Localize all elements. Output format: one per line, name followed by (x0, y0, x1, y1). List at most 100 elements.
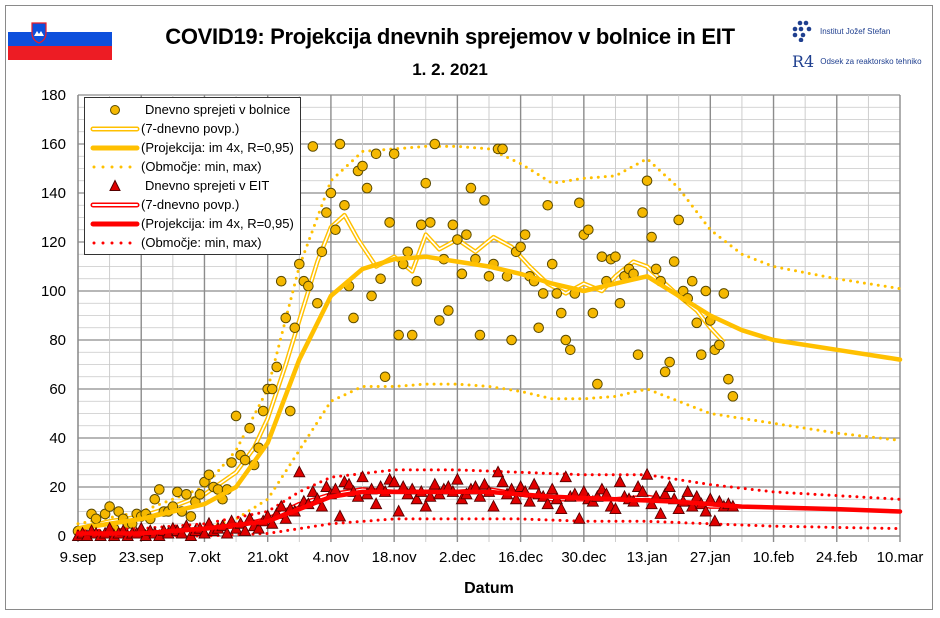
legend-symbol-thick-hospital (85, 141, 141, 155)
hospital-point (555, 307, 567, 319)
hospital-point (465, 182, 477, 194)
hospital-point (388, 148, 400, 160)
eit-point (320, 480, 333, 492)
hospital-point (334, 138, 346, 150)
hospital-point (695, 349, 707, 361)
y-tick-label: 100 (41, 283, 66, 300)
hospital-point (659, 366, 671, 378)
hospital-point (348, 312, 359, 324)
hospital-point (664, 356, 675, 368)
legend-item: Dnevno sprejeti v bolnice (85, 100, 294, 119)
hospital-point (181, 489, 192, 500)
x-tick-label: 4.nov (313, 549, 350, 566)
hospital-point (506, 334, 517, 346)
legend-label: (7-dnevno povp.) (141, 121, 240, 136)
hospital-point (244, 422, 255, 434)
legend-label: Dnevno sprejeti v EIT (145, 178, 270, 193)
x-tick-label: 9.sep (60, 549, 97, 566)
legend-label: (Območje: min, max) (141, 159, 262, 174)
x-tick-label: 23.sep (119, 549, 164, 566)
eit-point (392, 504, 405, 517)
eit-point (293, 465, 306, 478)
hospital-point (289, 322, 301, 334)
hospital-point (370, 148, 382, 160)
hospital-point (294, 258, 305, 270)
legend-item: Dnevno sprejeti v EIT (85, 176, 294, 195)
legend-item: (7-dnevno povp.) (85, 195, 294, 214)
eit-point (640, 467, 654, 480)
hospital-point (592, 378, 603, 390)
chart-frame (5, 5, 933, 610)
projection-line (75, 489, 903, 536)
hospital-point (280, 312, 292, 324)
eit-point (410, 492, 423, 505)
legend-symbol-circle (85, 103, 141, 117)
hospital-point (402, 246, 414, 258)
grid (77, 94, 901, 542)
ijs-logo: Institut Jožef Stefan (792, 20, 890, 42)
legend-item: (Območje: min, max) (85, 157, 294, 176)
legend-symbol-thick-eit (85, 217, 141, 231)
eit-point (609, 502, 622, 514)
eit-point (658, 487, 672, 500)
y-tick-label: 120 (41, 234, 66, 251)
hospital-point (668, 256, 680, 267)
hospital-point (379, 371, 391, 383)
series-eit-thick (75, 489, 903, 536)
legend-label: (Projekcija: im 4x, R=0,95) (141, 216, 294, 231)
y-tick-label: 40 (49, 430, 66, 447)
hospital-point (583, 224, 594, 236)
x-tick-label: 16.dec (498, 549, 544, 566)
hospital-point (357, 160, 368, 172)
hospital-point (275, 275, 287, 287)
eit-point (654, 506, 667, 519)
hospital-point (723, 373, 734, 385)
chart-subtitle: 1. 2. 2021 (412, 60, 488, 79)
y-tick-label: 20 (49, 479, 66, 496)
hospital-point (447, 219, 459, 231)
x-tick-label: 30.dec (561, 549, 607, 566)
hospital-point (650, 263, 662, 275)
eit-point (274, 499, 288, 512)
eit-point (555, 502, 568, 514)
eit-point (573, 511, 586, 524)
hospital-point (452, 234, 463, 245)
legend-label: (Projekcija: im 4x, R=0,95) (141, 140, 294, 155)
hospital-point (551, 288, 563, 299)
x-tick-label: 7.okt (188, 549, 221, 566)
eit-point (645, 497, 658, 510)
hospital-point (637, 207, 648, 218)
hospital-point (610, 251, 621, 263)
hospital-point (434, 315, 445, 326)
x-tick-label: 24.feb (816, 549, 858, 566)
legend-item: (7-dnevno povp.) (85, 119, 294, 138)
series-eit-dotted-max (76, 468, 902, 533)
x-tick-label: 27.jan (690, 549, 731, 566)
hospital-point (614, 297, 626, 309)
legend-symbol-dotted-eit (85, 236, 141, 250)
hospital-point (727, 391, 739, 402)
hospital-point (533, 322, 544, 334)
hospital-point (700, 285, 712, 297)
eit-point (333, 509, 347, 522)
eit-point (342, 477, 356, 490)
eit-point (238, 524, 252, 537)
hospital-point (424, 217, 436, 228)
legend-symbol-double-line-eit (85, 198, 141, 212)
hospital-point (546, 258, 558, 270)
hospital-point (686, 275, 698, 287)
hospital-point (461, 229, 472, 240)
hospital-point (90, 513, 102, 525)
r4-mark: R4 (792, 52, 815, 71)
hospital-point (393, 329, 404, 341)
eit-point (356, 470, 369, 483)
hospital-point (312, 297, 323, 309)
eit-point (315, 499, 329, 512)
hospital-point (185, 511, 197, 522)
hospital-point (149, 493, 161, 505)
eit-point (279, 511, 293, 524)
legend-item: (Projekcija: im 4x, R=0,95) (85, 138, 294, 157)
hospital-point (415, 219, 427, 231)
hospital-points (72, 138, 739, 537)
